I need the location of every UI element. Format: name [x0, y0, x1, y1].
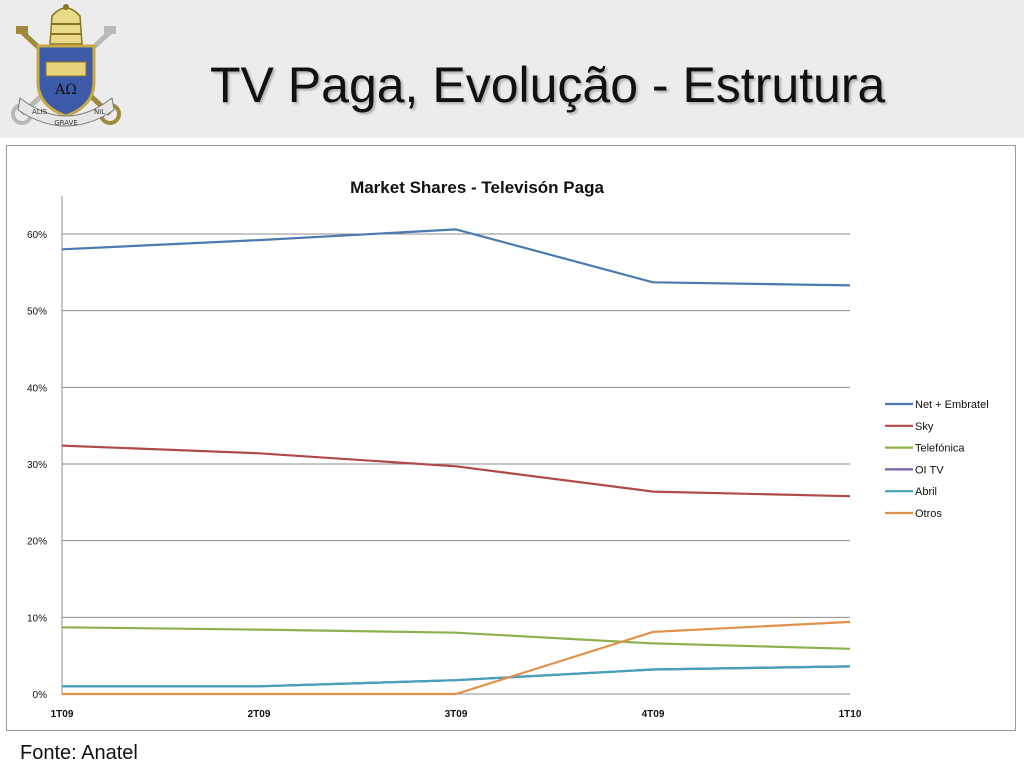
market-share-chart: Market Shares - Televisón Paga 0% 10% 20% 3… — [27, 178, 989, 720]
legend-label: Net + Embratel — [915, 399, 989, 411]
series-layer — [61, 228, 851, 696]
chart-title: Market Shares - Televisón Paga — [350, 178, 604, 197]
y-tick-label: 0% — [33, 690, 48, 701]
y-tick-label: 50% — [27, 307, 47, 318]
series-line-telef-nica — [61, 626, 851, 650]
motto-left: ALIS — [32, 108, 48, 116]
motto-center: GRAVE — [54, 119, 78, 127]
source-note: Fonte: Anatel — [20, 742, 138, 764]
series-line-net-embratel — [61, 228, 851, 287]
y-tick-label: 60% — [27, 230, 47, 241]
series-line-abril — [62, 665, 851, 688]
x-tick-label: 3T09 — [445, 709, 468, 720]
x-tick-label: 2T09 — [248, 709, 271, 720]
axis-layer: 0% 10% 20% 30% 40% 50% 60% 1T09 2T09 3T09 4T09 1T10 — [27, 196, 862, 720]
series-line-otros — [62, 620, 851, 696]
legend: Net + Embratel Sky Telefónica OI TV Abril Otr… — [885, 399, 989, 520]
motto-ribbon — [17, 97, 115, 127]
legend-label: Otros — [915, 508, 942, 520]
slide-header: AΩ ALIS GRAVE NIL TV Paga, Evolução - Es… — [0, 0, 1024, 138]
x-tick-label: 4T09 — [642, 709, 665, 720]
shield-icon — [36, 44, 96, 118]
tiara-icon — [49, 4, 83, 45]
university-crest-logo: AΩ ALIS GRAVE NIL — [11, 4, 121, 127]
crest-emblem: AΩ — [54, 82, 77, 98]
legend-label: Telefónica — [915, 443, 965, 455]
series-line-sky — [61, 444, 851, 498]
y-tick-label: 30% — [27, 460, 47, 471]
legend-label: Abril — [915, 486, 937, 498]
series-line-oi-tv — [62, 665, 851, 688]
motto-right: NIL — [94, 108, 105, 116]
chart-frame: Market Shares - Televisón Paga 0% 10% 20% 3… — [6, 145, 1016, 731]
x-tick-label: 1T09 — [51, 709, 74, 720]
y-tick-label: 10% — [27, 613, 47, 624]
legend-label: OI TV — [915, 464, 944, 476]
x-tick-label: 1T10 — [839, 709, 862, 720]
legend-label: Sky — [915, 421, 934, 433]
y-tick-label: 40% — [27, 383, 47, 394]
grid-layer — [62, 233, 850, 695]
slide-title: TV Paga, Evolução - Estrutura — [210, 57, 886, 113]
y-tick-label: 20% — [27, 537, 47, 548]
